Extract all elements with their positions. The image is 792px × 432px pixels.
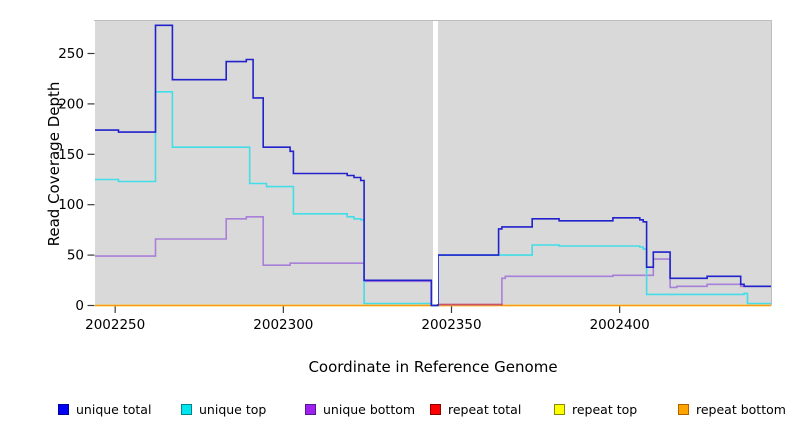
y-axis-tick-label: 0 [75, 298, 84, 314]
x-axis-tick-label: 2002400 [590, 317, 650, 333]
y-axis-tick-label: 100 [58, 197, 84, 213]
coverage-gap-band [432, 21, 439, 304]
legend-swatch-unique-top [181, 403, 192, 415]
legend-label: repeat bottom [696, 401, 786, 417]
legend-item-unique-total: unique total [58, 399, 151, 419]
y-axis-label: Read Coverage Depth [45, 81, 63, 247]
legend-label: repeat total [448, 401, 522, 417]
legend-item-unique-bottom: unique bottom [305, 399, 415, 419]
x-axis-tick-label: 2002300 [253, 317, 313, 333]
legend-swatch-repeat-bottom [678, 403, 689, 415]
series-line-repeat-total [438, 303, 503, 306]
x-axis-tick-label: 2002250 [85, 317, 145, 333]
legend-swatch-unique-bottom [305, 403, 316, 415]
legend-item-repeat-total: repeat total [430, 399, 521, 419]
y-axis-tick-label: 200 [58, 96, 84, 112]
legend-item-repeat-bottom: repeat bottom [678, 399, 786, 419]
x-axis-label: Coordinate in Reference Genome [308, 358, 558, 376]
legend-label: unique top [199, 401, 267, 417]
series-line-unique-total [95, 24, 771, 307]
y-axis-tick-label: 150 [58, 147, 84, 163]
legend-label: unique total [76, 401, 152, 417]
y-axis-tick-label: 250 [58, 46, 84, 62]
legend-swatch-unique-total [58, 403, 69, 415]
y-axis-tick-label: 50 [67, 248, 84, 264]
legend: unique total unique top unique bottom repea… [0, 399, 792, 423]
x-axis-tick-label: 2002350 [421, 317, 481, 333]
legend-swatch-repeat-total [430, 403, 441, 415]
legend-label: repeat top [572, 401, 638, 417]
legend-item-repeat-top: repeat top [554, 399, 637, 419]
legend-label: unique bottom [323, 401, 416, 417]
legend-swatch-repeat-top [554, 403, 565, 415]
legend-item-unique-top: unique top [181, 399, 266, 419]
